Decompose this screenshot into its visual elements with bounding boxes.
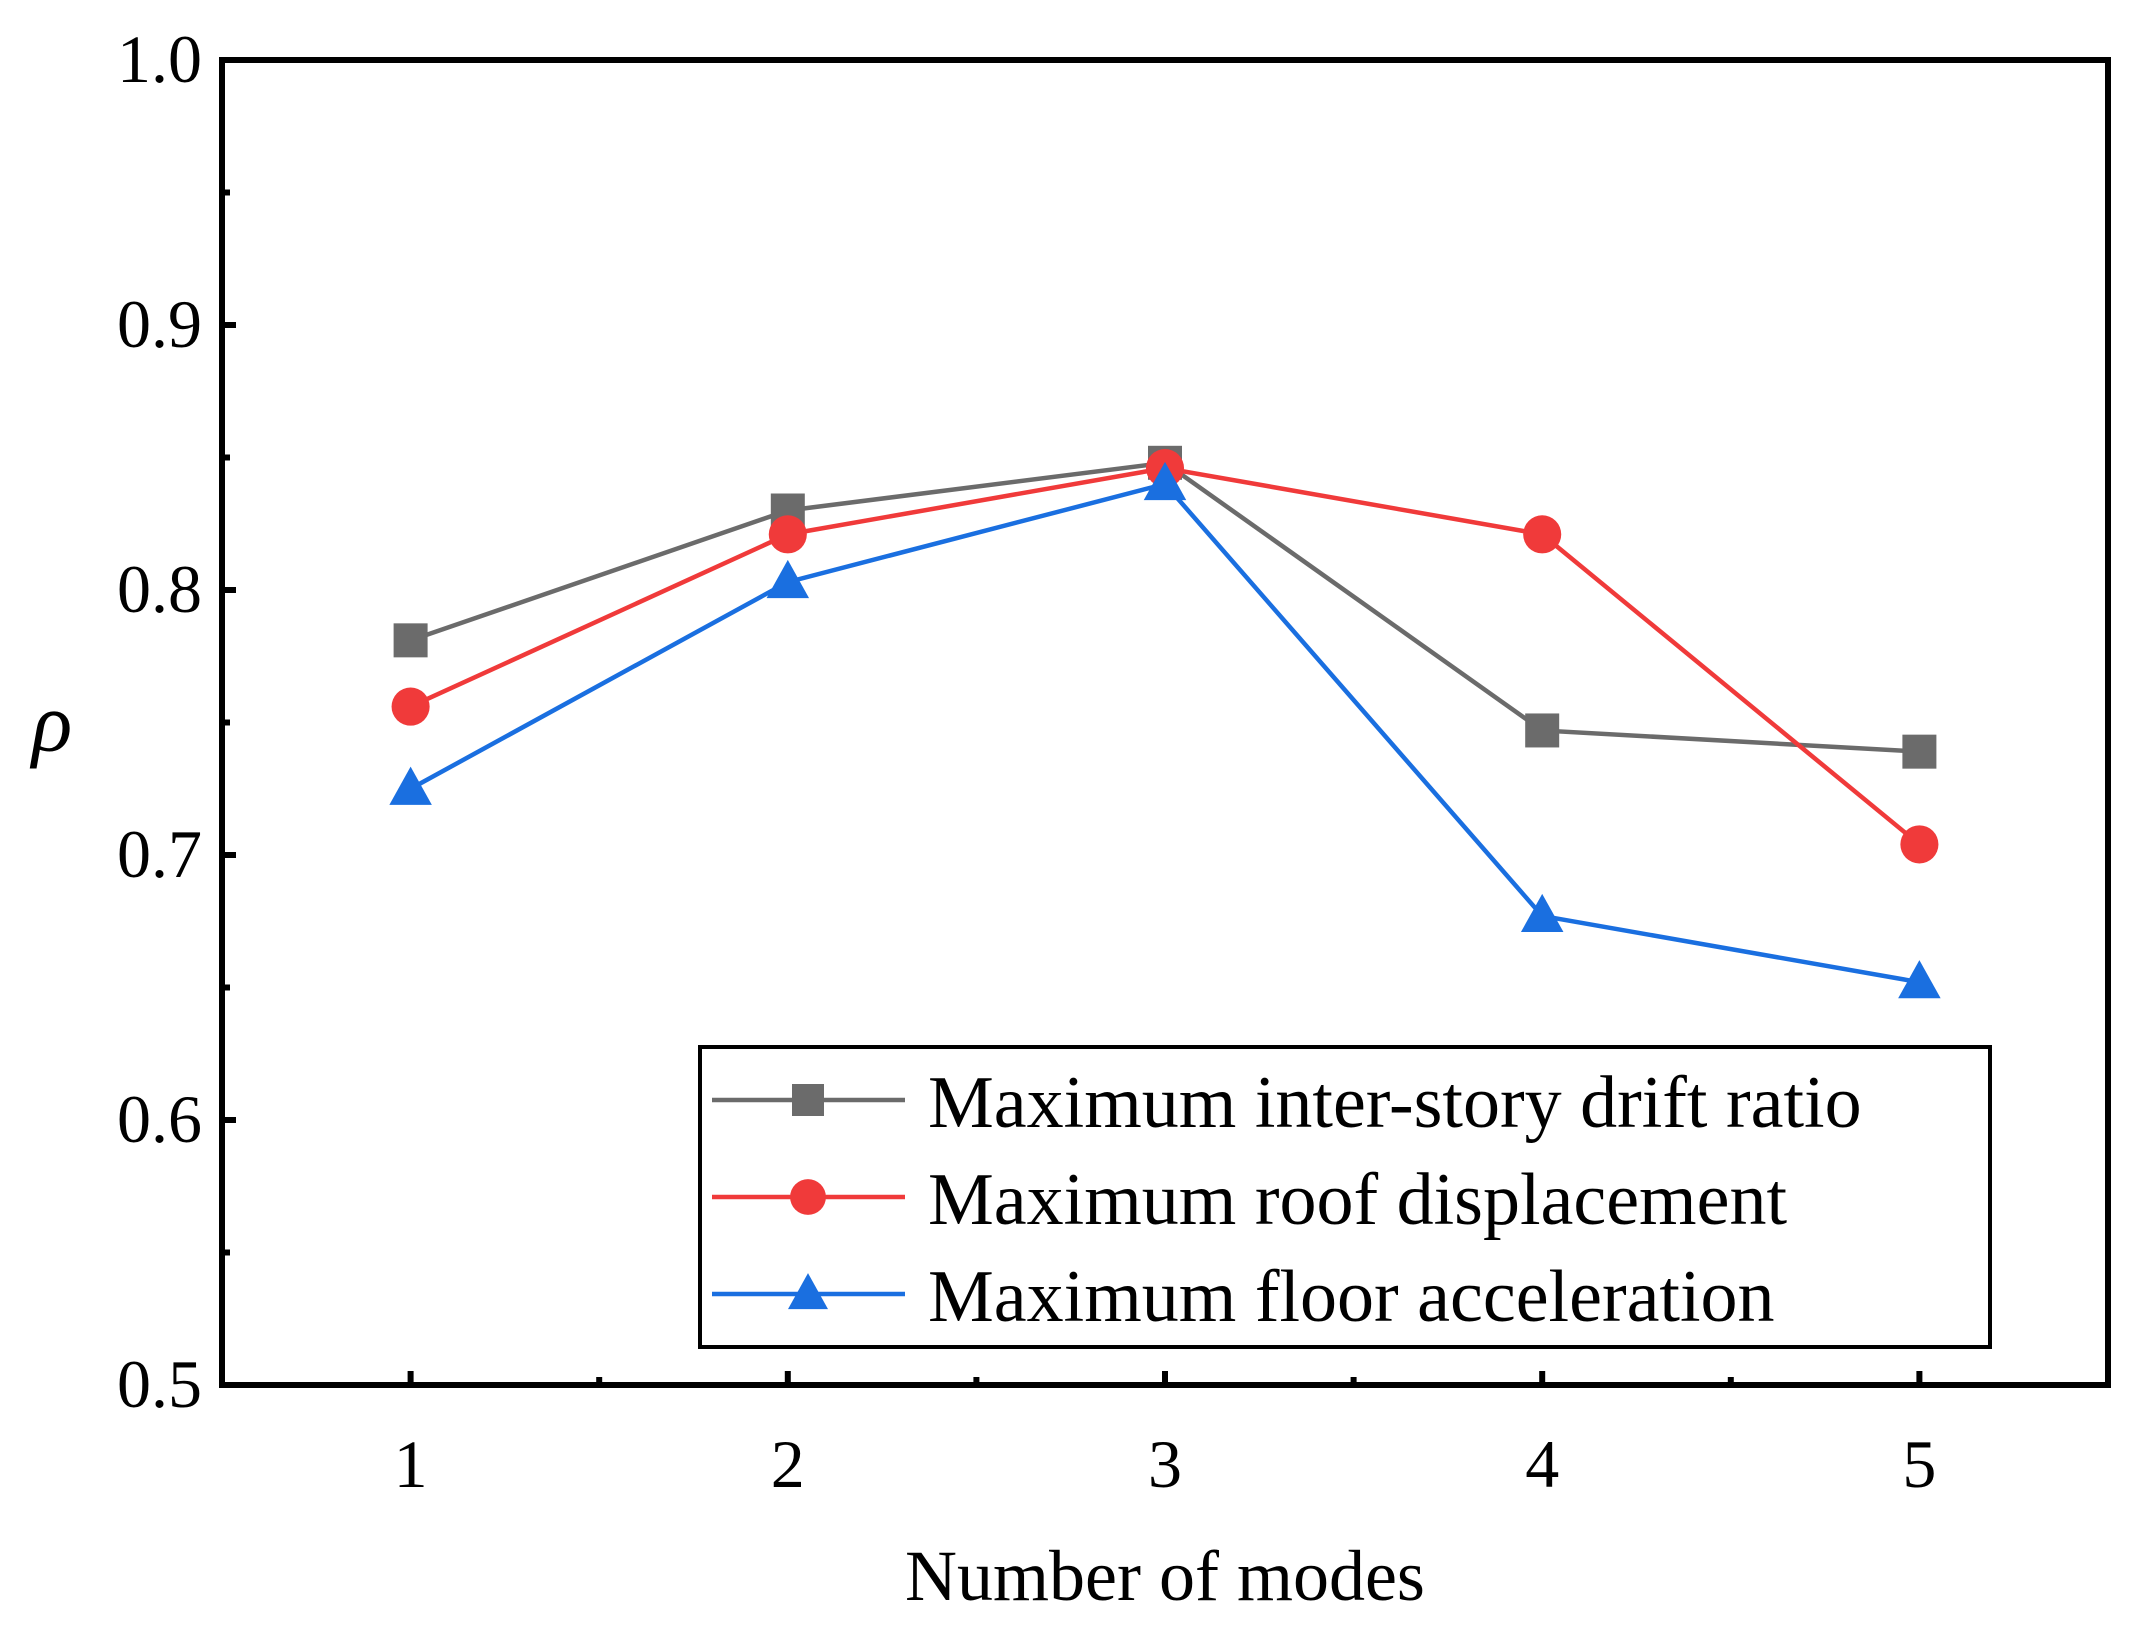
y-tick-label: 1.0 — [117, 21, 202, 97]
data-point-square — [393, 623, 428, 658]
y-tick-label: 0.7 — [117, 816, 202, 892]
x-tick-label: 1 — [394, 1426, 428, 1502]
y-tick-label: 0.6 — [117, 1081, 202, 1157]
y-axis-title: ρ — [29, 677, 72, 770]
axes-layer: 0.5 0.6 0.7 0.8 0.9 1.0 1 2 3 4 5 — [117, 21, 2111, 1502]
series-line — [409, 481, 1920, 985]
x-tick-label: 5 — [1902, 1426, 1936, 1502]
data-point-triangle — [788, 1273, 828, 1310]
x-axis-title: Number of modes — [905, 1536, 1425, 1616]
data-point-triangle — [389, 766, 432, 805]
x-tick-label: 2 — [771, 1426, 805, 1502]
data-point-square — [1902, 734, 1937, 769]
series-2 — [391, 449, 1939, 864]
data-point-circle — [391, 687, 430, 726]
data-point-triangle — [1143, 461, 1187, 501]
y-tick-label: 0.5 — [117, 1346, 202, 1422]
legend-label: Maximum floor acceleration — [928, 1256, 1775, 1338]
series-layer — [389, 445, 1941, 999]
data-point-circle — [768, 515, 807, 554]
series-line — [409, 460, 1920, 754]
data-point-square — [1525, 713, 1560, 748]
y-tick-label: 0.8 — [117, 551, 202, 627]
legend-label: Maximum roof displacement — [928, 1159, 1787, 1241]
data-point-triangle — [1520, 893, 1564, 933]
legend: Maximum inter-story drift ratio Maximum r… — [698, 1045, 1992, 1349]
data-point-circle — [790, 1179, 826, 1215]
data-point-square — [792, 1084, 824, 1116]
data-point-circle — [1523, 515, 1562, 554]
data-point-triangle — [766, 559, 810, 599]
data-point-circle — [1900, 825, 1939, 864]
series-line — [409, 465, 1921, 847]
x-tick-label: 4 — [1525, 1426, 1559, 1502]
series-3 — [389, 461, 1941, 999]
y-tick-label: 0.9 — [117, 286, 202, 362]
x-tick-label: 3 — [1148, 1426, 1182, 1502]
data-point-triangle — [1898, 960, 1941, 999]
legend-box — [698, 1045, 1992, 1349]
legend-label: Maximum inter-story drift ratio — [928, 1062, 1862, 1144]
